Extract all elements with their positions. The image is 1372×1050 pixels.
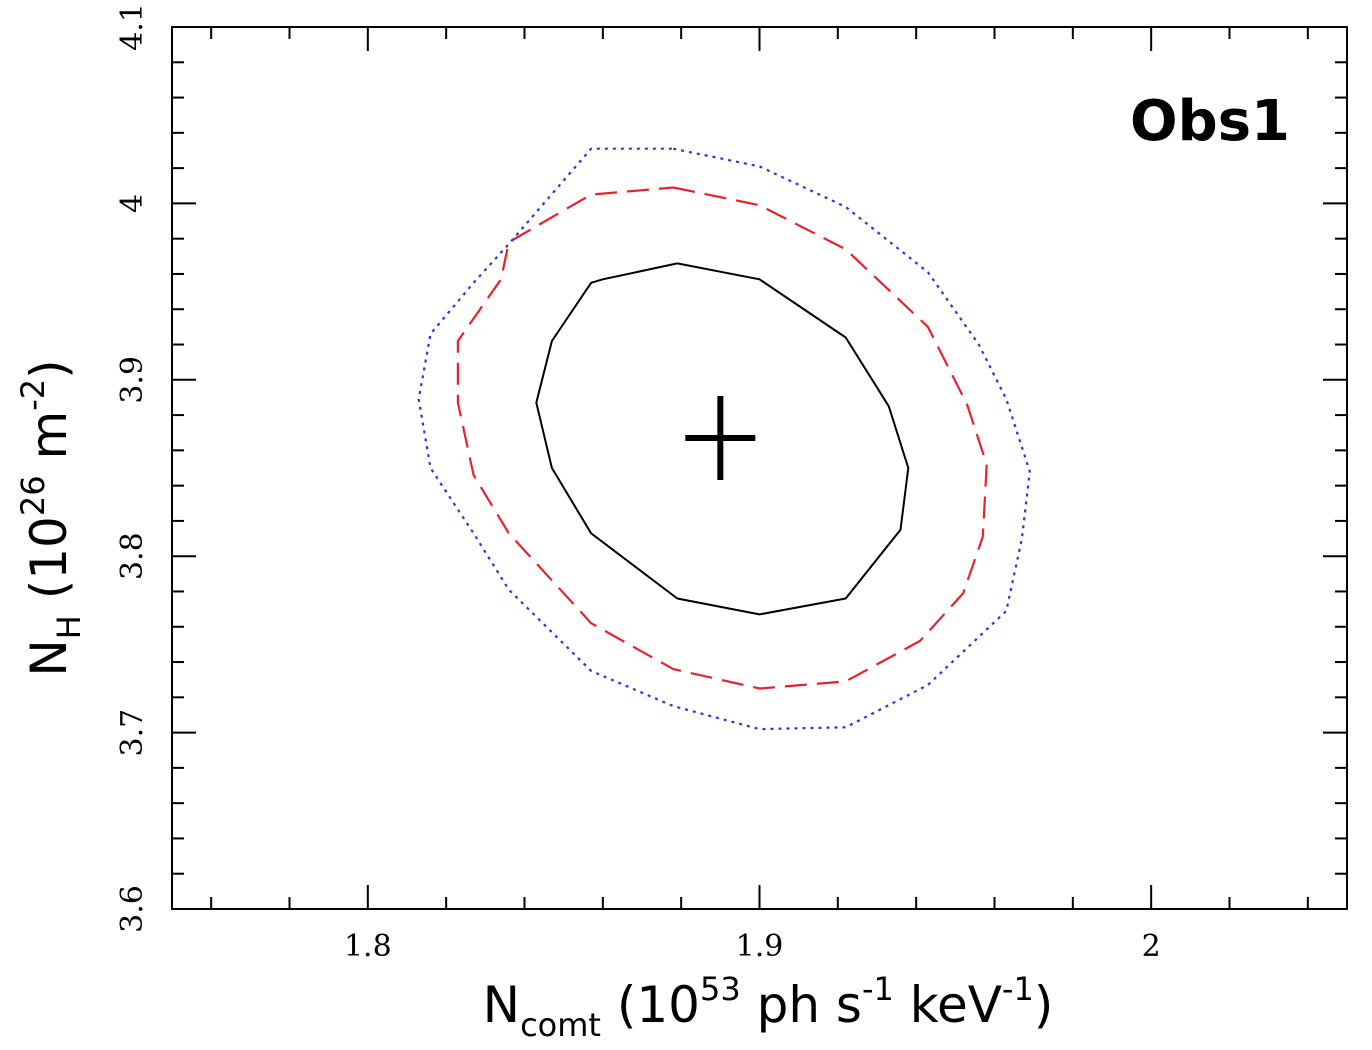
y-tick-label: 4.1: [115, 3, 150, 51]
confidence-contours: [417, 147, 1031, 731]
panel-label: Obs1: [1130, 89, 1290, 154]
y-tick-label: 3.7: [115, 709, 150, 757]
axis-ticks: [172, 26, 1347, 910]
plot-frame: [171, 26, 1348, 910]
best-fit-marker: [685, 396, 756, 481]
y-tick-label: 3.6: [115, 885, 150, 933]
y-axis-title: NH (1026 m-2): [14, 359, 88, 676]
y-tick-label: 4: [115, 194, 150, 213]
x-axis-title: Ncomt (1053 ph s-1 keV-1): [483, 970, 1054, 1044]
contour-90: [456, 186, 988, 690]
x-tick-label: 2: [1142, 929, 1161, 964]
y-tick-label: 3.9: [115, 356, 150, 404]
y-tick-label: 3.8: [115, 532, 150, 580]
tick-labels: 1.8 1.9 2 3.6 3.7 3.8 3.9 4 4.1: [115, 3, 1161, 964]
contour-68: [535, 262, 910, 616]
x-tick-label: 1.9: [736, 929, 784, 964]
x-tick-label: 1.8: [344, 929, 392, 964]
